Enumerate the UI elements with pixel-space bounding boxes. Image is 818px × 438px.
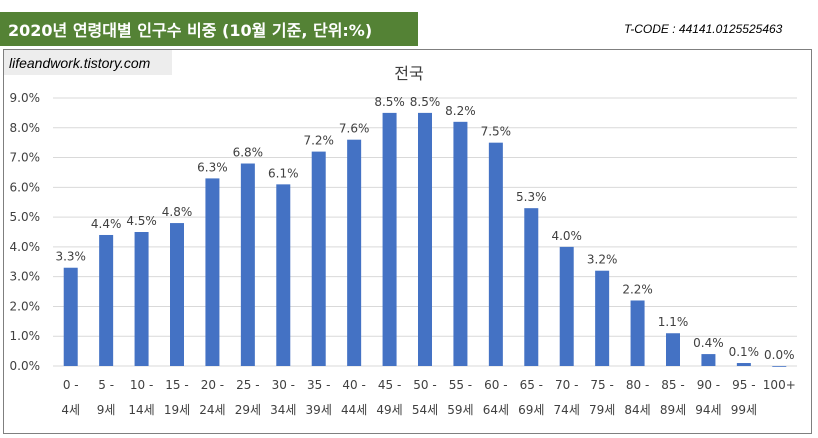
x-tick-label-line2: 59세 <box>447 403 473 417</box>
x-tick-label: 95 - <box>732 378 755 392</box>
bar <box>347 139 362 366</box>
x-tick-label: 20 - <box>201 378 224 392</box>
x-tick-label: 60 - <box>484 378 507 392</box>
watermark-label: lifeandwork.tistory.com <box>4 50 172 75</box>
x-tick-label: 90 - <box>697 378 720 392</box>
data-label: 6.1% <box>268 166 299 180</box>
bar <box>595 270 610 366</box>
x-tick-label: 70 - <box>555 378 578 392</box>
x-tick-label: 50 - <box>413 378 436 392</box>
bar <box>311 151 326 366</box>
data-label: 2.2% <box>622 282 653 296</box>
y-tick-label: 1.0% <box>10 329 41 343</box>
x-tick-label: 45 - <box>378 378 401 392</box>
x-tick-label: 100+ <box>763 378 796 392</box>
data-label: 8.5% <box>410 95 441 109</box>
bar <box>772 366 787 367</box>
x-tick-label: 85 - <box>661 378 684 392</box>
bar <box>453 121 468 366</box>
data-label: 6.8% <box>233 146 264 160</box>
y-tick-label: 3.0% <box>10 270 41 284</box>
data-label: 7.5% <box>481 125 512 139</box>
x-tick-label-line2: 49세 <box>376 403 402 417</box>
data-label: 4.8% <box>162 205 193 219</box>
x-tick-label-line2: 99세 <box>731 403 757 417</box>
data-label: 8.5% <box>374 95 405 109</box>
data-label: 7.2% <box>303 134 334 148</box>
t-code-label: T-CODE : 44141.0125525463 <box>624 22 783 36</box>
bar <box>736 363 751 366</box>
data-label: 8.2% <box>445 104 476 118</box>
bar <box>418 112 432 366</box>
bar <box>559 246 574 366</box>
bar <box>134 232 149 366</box>
bar <box>276 184 291 366</box>
bar <box>99 234 114 366</box>
x-tick-label: 65 - <box>520 378 543 392</box>
x-tick-label: 55 - <box>449 378 472 392</box>
x-tick-label: 10 - <box>130 378 153 392</box>
x-tick-label-line2: 24세 <box>199 403 225 417</box>
data-label: 7.6% <box>339 122 370 136</box>
data-label: 0.1% <box>729 345 760 359</box>
chart-banner-title: 2020년 연령대별 인구수 비중 (10월 기준, 단위:%) <box>0 12 418 46</box>
y-tick-label: 0.0% <box>10 359 41 373</box>
x-tick-label: 0 - <box>63 378 79 392</box>
x-tick-label-line2: 69세 <box>518 403 544 417</box>
x-tick-label-line2: 79세 <box>589 403 615 417</box>
x-tick-label-line2: 84세 <box>624 403 650 417</box>
y-tick-label: 9.0% <box>10 91 41 105</box>
x-tick-label: 35 - <box>307 378 330 392</box>
data-label: 4.4% <box>91 217 122 231</box>
x-tick-label-line2: 14세 <box>128 403 154 417</box>
x-tick-label-line2: 89세 <box>660 403 686 417</box>
x-tick-label: 30 - <box>272 378 295 392</box>
x-tick-label-line2: 94세 <box>695 403 721 417</box>
data-label: 3.3% <box>55 250 86 264</box>
data-label: 4.5% <box>126 214 157 228</box>
x-tick-label-line2: 19세 <box>164 403 190 417</box>
data-label: 0.4% <box>693 336 724 350</box>
y-tick-label: 7.0% <box>10 151 41 165</box>
bar <box>205 178 220 366</box>
x-tick-label-line2: 64세 <box>483 403 509 417</box>
x-tick-label: 80 - <box>626 378 649 392</box>
data-label: 0.0% <box>764 348 795 362</box>
bar <box>170 223 184 366</box>
bar <box>63 267 78 366</box>
x-tick-label: 75 - <box>590 378 613 392</box>
x-tick-label-line2: 9세 <box>97 403 116 417</box>
x-tick-label-line2: 29세 <box>235 403 261 417</box>
bar <box>630 300 645 366</box>
y-tick-label: 4.0% <box>10 240 41 254</box>
x-tick-label-line2: 54세 <box>412 403 438 417</box>
bar <box>701 354 716 366</box>
x-tick-label: 15 - <box>165 378 188 392</box>
x-tick-label-line2: 34세 <box>270 403 296 417</box>
x-tick-label-line2: 4세 <box>61 403 80 417</box>
data-label: 3.2% <box>587 253 618 267</box>
bar <box>524 208 539 366</box>
x-tick-label-line2: 44세 <box>341 403 367 417</box>
y-tick-label: 8.0% <box>10 121 41 135</box>
bar <box>666 333 680 366</box>
data-label: 5.3% <box>516 190 547 204</box>
x-tick-label: 25 - <box>236 378 259 392</box>
x-tick-label: 40 - <box>342 378 365 392</box>
y-tick-label: 5.0% <box>10 210 41 224</box>
y-tick-label: 2.0% <box>10 299 41 313</box>
y-tick-label: 6.0% <box>10 180 41 194</box>
data-label: 4.0% <box>551 229 582 243</box>
x-tick-label: 5 - <box>98 378 114 392</box>
bar <box>240 163 255 366</box>
bar <box>488 142 503 366</box>
x-tick-label-line2: 39세 <box>306 403 332 417</box>
x-tick-label-line2: 74세 <box>554 403 580 417</box>
chart-title: 전국 <box>394 64 424 83</box>
data-label: 1.1% <box>658 315 689 329</box>
data-label: 6.3% <box>197 160 228 174</box>
bar <box>382 112 397 366</box>
